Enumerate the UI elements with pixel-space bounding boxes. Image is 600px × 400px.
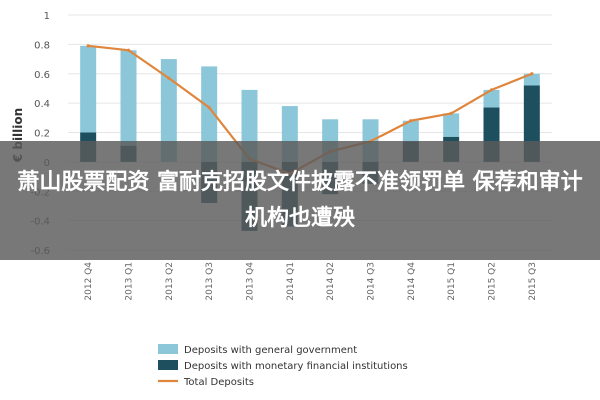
- legend-swatch-monetary-financial: [158, 360, 178, 370]
- legend-label: Total Deposits: [183, 377, 254, 388]
- x-category-label: 2015 Q1: [447, 262, 457, 301]
- x-category-label: 2014 Q1: [286, 262, 296, 301]
- total-deposits-point: [126, 48, 131, 52]
- legend-label: Deposits with monetary financial institu…: [184, 361, 408, 372]
- x-axis-categories: 2012 Q4 2013 Q1 2013 Q2 2013 Q3 2013 Q4 2014 …: [84, 262, 538, 301]
- x-category-label: 2014 Q3: [367, 262, 377, 301]
- total-deposits-point: [207, 105, 211, 110]
- headline-overlay: 萧山股票配资 富耐克招股文件披露不准领罚单 保荐和审计机构也遭殃: [0, 141, 600, 260]
- bar-general-government: [201, 66, 218, 162]
- total-deposits-point: [449, 111, 453, 116]
- bar-general-government: [523, 73, 540, 86]
- x-category-label: 2012 Q4: [84, 262, 94, 301]
- total-deposits-point: [167, 76, 171, 80]
- x-category-label: 2013 Q3: [205, 262, 215, 301]
- x-category-label: 2014 Q2: [326, 262, 336, 301]
- total-deposits-point: [86, 44, 90, 48]
- bar-general-government: [483, 89, 500, 108]
- x-category-label: 2013 Q1: [125, 262, 135, 301]
- y-tick-label: 1: [44, 11, 50, 22]
- bar-general-government: [402, 120, 419, 142]
- total-deposits-point: [409, 119, 413, 123]
- bar-general-government: [443, 113, 460, 137]
- y-tick-label: 0.6: [34, 70, 50, 81]
- x-category-label: 2014 Q4: [407, 262, 417, 301]
- y-tick-label: 0.2: [34, 129, 50, 140]
- x-category-label: 2013 Q2: [165, 262, 175, 301]
- legend-label: Deposits with general government: [184, 345, 357, 356]
- x-category-label: 2015 Q2: [488, 262, 498, 301]
- total-deposits-point: [530, 72, 534, 76]
- headline-text: 萧山股票配资 富耐克招股文件披露不准领罚单 保荐和审计机构也遭殃: [17, 169, 583, 231]
- bar-general-government: [160, 59, 177, 162]
- total-deposits-point: [489, 88, 494, 92]
- x-category-label: 2015 Q3: [528, 262, 538, 301]
- legend: Deposits with general government Deposits…: [158, 344, 408, 388]
- bar-general-government: [80, 45, 97, 133]
- y-tick-label: 0.4: [34, 99, 50, 110]
- legend-swatch-general-government: [158, 344, 178, 354]
- bar-general-government: [120, 50, 137, 146]
- y-tick-label: 0.8: [34, 40, 50, 51]
- x-category-label: 2013 Q4: [246, 262, 256, 301]
